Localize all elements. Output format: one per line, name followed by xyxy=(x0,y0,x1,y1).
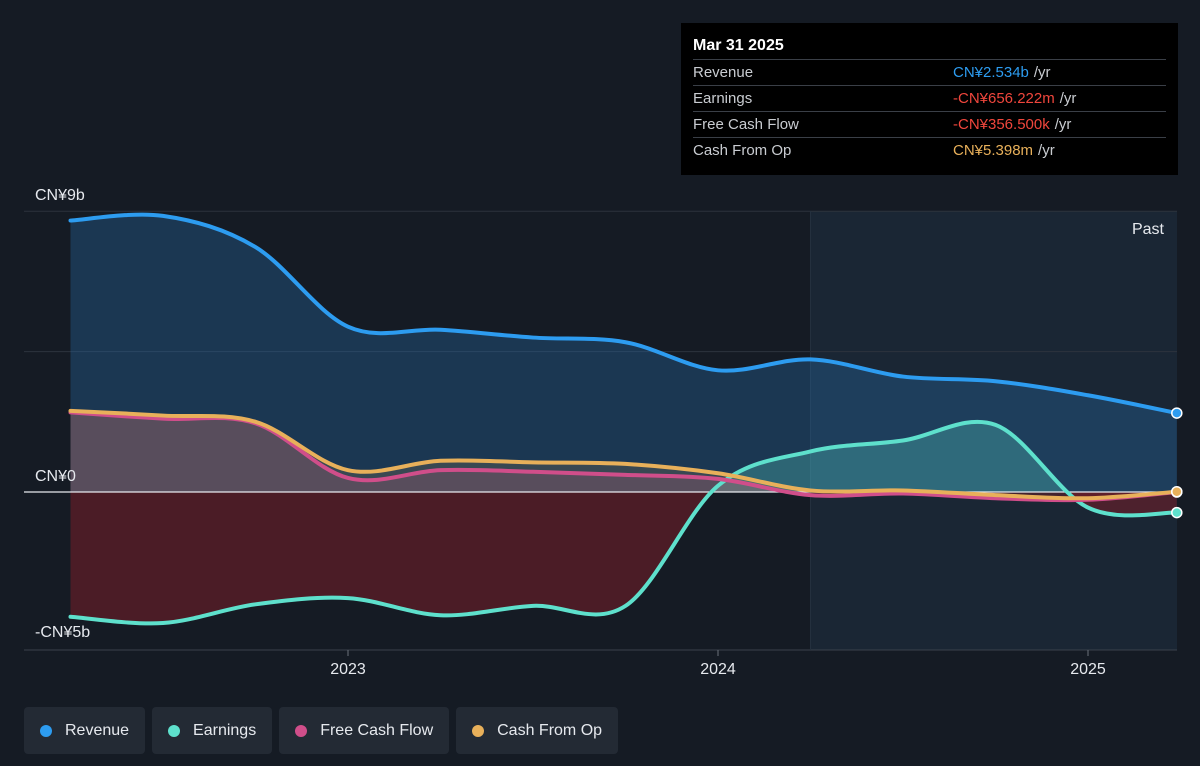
tooltip-row-value: -CN¥356.500k xyxy=(953,116,1050,133)
legend-item-revenue[interactable]: Revenue xyxy=(24,707,146,754)
legend-label: Earnings xyxy=(193,721,257,739)
past-region xyxy=(810,211,1177,650)
line-cash-from-op xyxy=(68,408,1179,501)
x-tick-label: 2025 xyxy=(1070,661,1106,678)
endpoint-cash-from-op xyxy=(1171,485,1183,498)
legend-label: Revenue xyxy=(65,721,130,739)
x-axis-labels: 2023 2024 2025 xyxy=(330,650,1106,678)
tooltip-row-value: -CN¥656.222m xyxy=(953,90,1055,107)
y-tick-label: -CN¥5b xyxy=(35,624,90,641)
endpoint-revenue xyxy=(1171,407,1183,419)
tooltip-row-unit: /yr xyxy=(1054,116,1072,133)
legend-dot-icon xyxy=(295,724,308,737)
legend-dot-icon xyxy=(40,724,52,737)
tooltip-row-unit: /yr xyxy=(1059,90,1077,107)
tooltip-date: Mar 31 2025 xyxy=(693,37,784,54)
tooltip-row-unit: /yr xyxy=(1038,142,1055,159)
x-tick-label: 2024 xyxy=(700,661,736,678)
line-revenue xyxy=(68,212,1179,416)
area-revenue-positive xyxy=(70,214,1177,492)
tooltip-row: Free Cash Flow -CN¥356.500k/yr xyxy=(693,111,1166,137)
past-label: Past xyxy=(1132,221,1165,238)
legend-dot-icon xyxy=(472,724,485,737)
y-tick-label: CN¥0 xyxy=(35,468,76,485)
tooltip-row-label: Revenue xyxy=(693,64,754,81)
legend-item-earnings[interactable]: Earnings xyxy=(152,707,273,754)
tooltip-row-value: CN¥2.534b xyxy=(953,64,1029,81)
y-tick-label: CN¥9b xyxy=(35,187,85,204)
area-earnings-positive xyxy=(70,421,1177,492)
y-axis-labels: CN¥9b CN¥0 -CN¥5b xyxy=(35,187,90,641)
series-endpoints xyxy=(1171,407,1183,519)
legend-label: Cash From Op xyxy=(497,721,603,739)
tooltip-row-label: Free Cash Flow xyxy=(693,116,799,133)
tooltip-row: Earnings -CN¥656.222m/yr xyxy=(693,85,1166,111)
legend-item-cash-from-op[interactable]: Cash From Op xyxy=(456,707,619,754)
tooltip-row-label: Cash From Op xyxy=(693,142,792,159)
legend: Revenue Earnings Free Cash Flow Cash From O… xyxy=(24,707,619,754)
tooltip-row-unit: /yr xyxy=(1033,64,1051,81)
tooltip-row-value: CN¥5.398m xyxy=(953,142,1034,159)
tooltip: Mar 31 2025 Revenue CN¥2.534b/yr Earnings -… xyxy=(681,23,1178,175)
legend-item-free-cash-flow[interactable]: Free Cash Flow xyxy=(279,707,450,754)
gridlines xyxy=(24,210,1177,651)
endpoint-earnings xyxy=(1171,506,1183,519)
legend-dot-icon xyxy=(168,724,181,737)
chart: CN¥9b CN¥0 -CN¥5b 2023 2024 2025 Past xyxy=(24,187,1183,678)
tooltip-row-label: Earnings xyxy=(693,90,753,107)
tooltip-row: Revenue CN¥2.534b/yr xyxy=(693,59,1166,85)
area-earnings-negative xyxy=(70,492,1177,624)
series-lines xyxy=(68,212,1179,626)
tooltip-row: Cash From Op CN¥5.398m/yr xyxy=(693,137,1166,163)
line-earnings xyxy=(68,419,1179,626)
x-tick-label: 2023 xyxy=(330,661,366,678)
legend-label: Free Cash Flow xyxy=(320,721,434,739)
